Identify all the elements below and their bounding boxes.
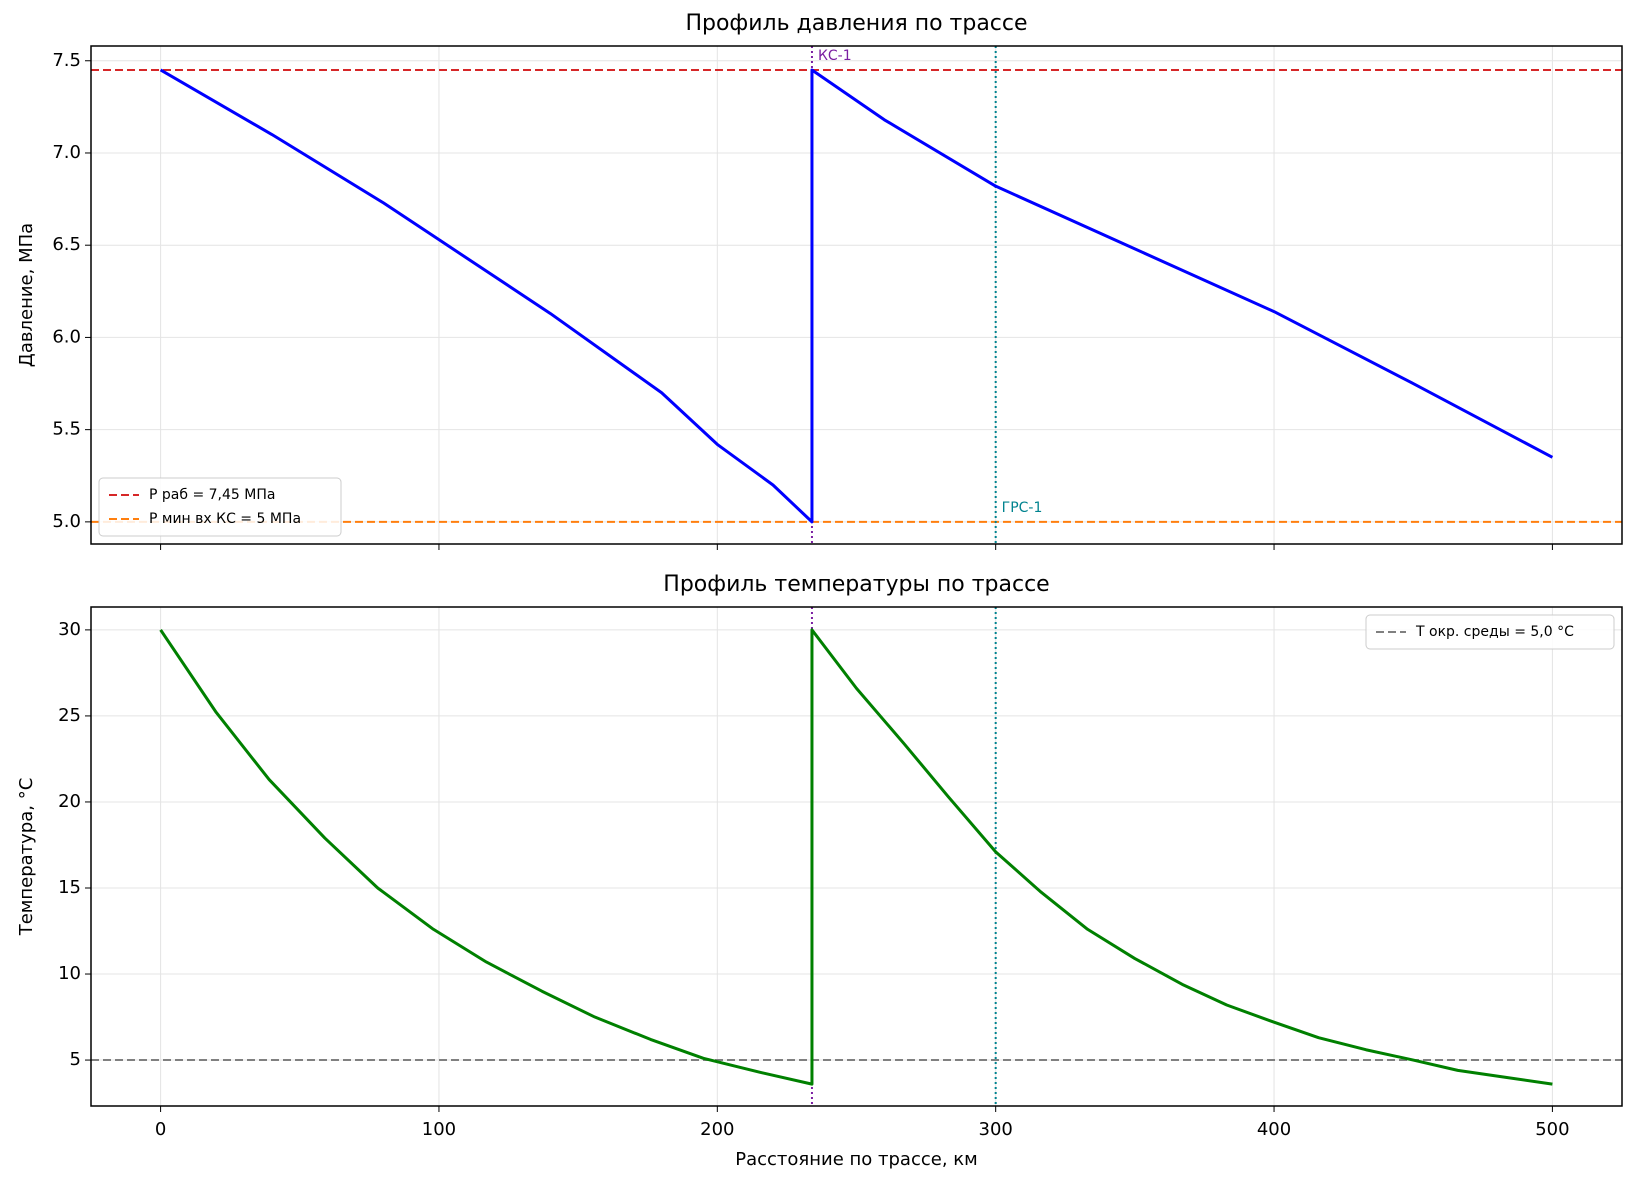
legend-box — [98, 477, 342, 537]
y-tick-label: 25 — [58, 705, 81, 726]
y-tick-label: 30 — [58, 619, 81, 640]
x-tick-label: 300 — [979, 1119, 1013, 1140]
plot-frame — [90, 45, 1623, 545]
y-tick-label: 6.0 — [52, 326, 81, 347]
chart-title: Профиль температуры по трассе — [663, 572, 1049, 597]
vline-label: ГРС-1 — [1002, 500, 1043, 516]
legend-label: T окр. среды = 5,0 °C — [1415, 624, 1574, 640]
y-tick-label: 5 — [70, 1049, 81, 1070]
y-tick-label: 7.5 — [52, 50, 81, 71]
legend-label: P мин вх КС = 5 МПа — [149, 511, 301, 527]
y-axis-label: Температура, °C — [16, 778, 37, 937]
chart-title: Профиль давления по трассе — [685, 11, 1027, 36]
y-tick-label: 5.0 — [52, 511, 81, 532]
x-axis-label: Расстояние по трассе, км — [735, 1149, 977, 1170]
y-tick-label: 6.5 — [52, 234, 81, 255]
y-tick-label: 15 — [58, 877, 81, 898]
x-tick-label: 0 — [155, 1119, 166, 1140]
legend-box — [1365, 614, 1615, 650]
y-tick-label: 20 — [58, 791, 81, 812]
x-tick-label: 100 — [422, 1119, 456, 1140]
x-tick-label: 400 — [1257, 1119, 1291, 1140]
plot-frame — [90, 606, 1623, 1107]
y-tick-label: 10 — [58, 963, 81, 984]
y-tick-label: 7.0 — [52, 142, 81, 163]
y-axis-label: Давление, МПа — [16, 223, 37, 367]
line-series — [159, 628, 1553, 1086]
line-series — [159, 68, 1554, 524]
legend-label: P раб = 7,45 МПа — [149, 487, 275, 503]
y-tick-label: 5.5 — [52, 419, 81, 440]
x-tick-label: 500 — [1535, 1119, 1569, 1140]
x-tick-label: 200 — [700, 1119, 734, 1140]
vline-label: КС-1 — [818, 48, 852, 64]
